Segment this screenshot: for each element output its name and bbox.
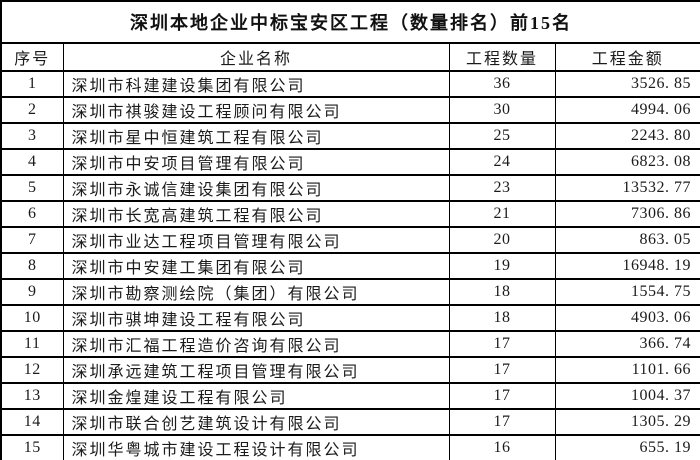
cell-project-count: 18 [448,304,556,332]
table-row: 7 深圳市业达工程项目管理有限公司 20 863. 05 [0,226,700,254]
cell-project-amount: 1101. 66 [554,356,700,384]
cell-company-name: 深圳市科建建设集团有限公司 [62,70,450,98]
cell-project-amount: 16948. 19 [554,252,700,280]
cell-project-count: 19 [448,252,556,280]
table-row: 15 深圳华粤城市建设工程设计有限公司 16 655. 19 [0,434,700,460]
cell-rank: 1 [0,70,64,98]
table-row: 14 深圳市联合创艺建筑设计有限公司 17 1305. 29 [0,408,700,436]
cell-company-name: 深圳承远建筑工程项目管理有限公司 [62,356,450,384]
col-header-company-name: 企业名称 [62,42,450,72]
table-row: 9 深圳市勘察测绘院（集团）有限公司 18 1554. 75 [0,278,700,306]
table-head: 深圳本地企业中标宝安区工程（数量排名）前15名 序号 企业名称 工程数量 工程金… [0,0,700,72]
table-row: 4 深圳市中安项目管理有限公司 24 6823. 08 [0,148,700,176]
cell-project-count: 16 [448,434,556,460]
table-row: 10 深圳市骐坤建设工程有限公司 18 4903. 06 [0,304,700,332]
cell-company-name: 深圳市业达工程项目管理有限公司 [62,226,450,254]
cell-project-count: 18 [448,278,556,306]
header-row: 序号 企业名称 工程数量 工程金额 [0,42,700,72]
cell-project-count: 17 [448,330,556,358]
cell-rank: 4 [0,148,64,176]
cell-project-amount: 3526. 85 [554,70,700,98]
cell-rank: 9 [0,278,64,306]
table-row: 11 深圳市汇福工程造价咨询有限公司 17 366. 74 [0,330,700,358]
cell-project-amount: 13532. 77 [554,174,700,202]
cell-company-name: 深圳市汇福工程造价咨询有限公司 [62,330,450,358]
col-header-rank: 序号 [0,42,64,72]
table-row: 5 深圳市永诚信建设集团有限公司 23 13532. 77 [0,174,700,202]
cell-rank: 2 [0,96,64,124]
cell-company-name: 深圳市中安建工集团有限公司 [62,252,450,280]
cell-rank: 14 [0,408,64,436]
cell-project-amount: 4903. 06 [554,304,700,332]
title-row: 深圳本地企业中标宝安区工程（数量排名）前15名 [0,0,700,44]
cell-project-count: 30 [448,96,556,124]
cell-project-count: 17 [448,382,556,410]
cell-rank: 8 [0,252,64,280]
table-row: 13 深圳金煌建设工程有限公司 17 1004. 37 [0,382,700,410]
cell-rank: 12 [0,356,64,384]
cell-company-name: 深圳市骐坤建设工程有限公司 [62,304,450,332]
cell-company-name: 深圳市联合创艺建筑设计有限公司 [62,408,450,436]
cell-project-count: 21 [448,200,556,228]
cell-project-count: 36 [448,70,556,98]
cell-project-count: 20 [448,226,556,254]
cell-company-name: 深圳市勘察测绘院（集团）有限公司 [62,278,450,306]
table-row: 12 深圳承远建筑工程项目管理有限公司 17 1101. 66 [0,356,700,384]
cell-project-amount: 6823. 08 [554,148,700,176]
cell-project-count: 25 [448,122,556,150]
page-title: 深圳本地企业中标宝安区工程（数量排名）前15名 [0,0,700,44]
cell-project-count: 17 [448,356,556,384]
cell-project-amount: 655. 19 [554,434,700,460]
cell-company-name: 深圳金煌建设工程有限公司 [62,382,450,410]
cell-rank: 3 [0,122,64,150]
cell-project-count: 24 [448,148,556,176]
col-header-project-amount: 工程金额 [554,42,700,72]
table-row: 3 深圳市星中恒建筑工程有限公司 25 2243. 80 [0,122,700,150]
cell-project-amount: 1305. 29 [554,408,700,436]
cell-project-amount: 1554. 75 [554,278,700,306]
cell-rank: 15 [0,434,64,460]
table-row: 6 深圳市长宽高建筑工程有限公司 21 7306. 86 [0,200,700,228]
table-row: 8 深圳市中安建工集团有限公司 19 16948. 19 [0,252,700,280]
cell-company-name: 深圳市永诚信建设集团有限公司 [62,174,450,202]
cell-company-name: 深圳市长宽高建筑工程有限公司 [62,200,450,228]
cell-rank: 11 [0,330,64,358]
cell-project-amount: 2243. 80 [554,122,700,150]
cell-rank: 13 [0,382,64,410]
cell-project-amount: 7306. 86 [554,200,700,228]
cell-company-name: 深圳华粤城市建设工程设计有限公司 [62,434,450,460]
col-header-project-count: 工程数量 [448,42,556,72]
cell-rank: 5 [0,174,64,202]
cell-company-name: 深圳市祺骏建设工程顾问有限公司 [62,96,450,124]
cell-project-count: 23 [448,174,556,202]
cell-project-amount: 863. 05 [554,226,700,254]
table-row: 2 深圳市祺骏建设工程顾问有限公司 30 4994. 06 [0,96,700,124]
cell-project-amount: 1004. 37 [554,382,700,410]
cell-project-amount: 4994. 06 [554,96,700,124]
cell-project-count: 17 [448,408,556,436]
cell-rank: 7 [0,226,64,254]
table-body: 1 深圳市科建建设集团有限公司 36 3526. 85 2 深圳市祺骏建设工程顾… [0,70,700,460]
cell-rank: 10 [0,304,64,332]
cell-project-amount: 366. 74 [554,330,700,358]
cell-company-name: 深圳市中安项目管理有限公司 [62,148,450,176]
cell-rank: 6 [0,200,64,228]
table-row: 1 深圳市科建建设集团有限公司 36 3526. 85 [0,70,700,98]
cell-company-name: 深圳市星中恒建筑工程有限公司 [62,122,450,150]
